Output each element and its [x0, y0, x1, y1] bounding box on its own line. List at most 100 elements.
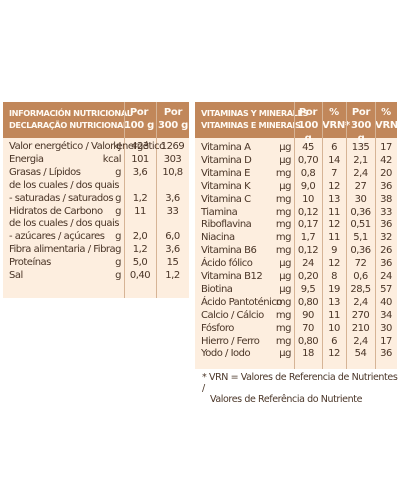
vrn-percent-100g: 11: [328, 232, 340, 244]
vrn-percent-100g: 10: [328, 322, 340, 334]
nutrition-table: INFORMACIÓN NUTRICIONAL DECLARAÇÃO NUTRI…: [3, 102, 189, 298]
nutrient-unit: mg: [275, 322, 292, 334]
nutrient-label: Vitamina C: [201, 193, 251, 205]
nutrient-unit: g: [115, 166, 121, 178]
vrn-percent-100g: 12: [328, 180, 340, 192]
header-per-300g: Por 300 g: [157, 107, 188, 131]
nutrient-label: Yodo / Iodo: [201, 348, 251, 360]
vrn-percent-300g: 34: [380, 309, 392, 321]
nutrient-unit: µg: [279, 154, 291, 166]
value-per-100g: 3,6: [132, 166, 148, 178]
table-row: Ácido Pantoténico mg 0,80 13 2,4 40: [195, 297, 397, 309]
value-per-300g: 0,51: [350, 219, 371, 231]
vrn-percent-100g: 12: [328, 258, 340, 270]
nutrient-label: - saturadas / saturados: [9, 192, 114, 204]
header-vrn-100g: % VRN*: [322, 107, 350, 131]
nutrient-label: Sal: [9, 270, 23, 281]
table-row: Riboflavina mg 0,17 12 0,51 36: [195, 219, 397, 231]
vrn-percent-300g: 36: [380, 219, 392, 231]
value-per-300g: 33: [166, 205, 179, 217]
vrn-percent-100g: 11: [328, 206, 340, 218]
nutrient-unit: mg: [275, 206, 292, 218]
value-per-100g: 18: [302, 348, 314, 360]
nutrient-unit: kcal: [102, 153, 122, 165]
value-per-100g: 9,0: [300, 180, 316, 192]
value-per-100g: 1,2: [132, 244, 148, 256]
vrn-percent-300g: 24: [380, 271, 392, 282]
nutrient-unit: g: [115, 192, 121, 204]
nutrient-label: Vitamina D: [201, 154, 252, 166]
value-per-100g: 70: [302, 322, 314, 334]
table-row: de los cuales / dos quais: [3, 180, 189, 192]
table-row: Vitamina C mg 10 13 30 38: [195, 194, 397, 206]
table-row: Vitamina A µg 45 6 135 17: [195, 142, 397, 154]
nutrient-label: Energia: [9, 153, 44, 165]
table-row: de los cuales / dos quais: [3, 218, 189, 230]
value-per-100g: 101: [131, 153, 149, 165]
nutrient-unit: g: [115, 257, 121, 269]
table-row: Valor energético / Valor energético kJ 423…: [3, 141, 189, 153]
vrn-percent-100g: 12: [328, 219, 340, 231]
value-per-100g: 9,5: [300, 283, 316, 295]
value-per-100g: 2,0: [132, 231, 148, 243]
nutrient-unit: mg: [275, 232, 292, 244]
nutrient-unit: mg: [275, 167, 292, 179]
nutrient-label: Niacina: [201, 232, 235, 244]
nutrient-unit: µg: [279, 142, 291, 153]
nutrient-label: Vitamina K: [201, 180, 251, 192]
value-per-100g: 24: [302, 258, 314, 270]
nutrient-unit: µg: [279, 283, 291, 295]
nutrient-label: Biotina: [201, 283, 233, 295]
nutrient-unit: mg: [275, 219, 292, 231]
vitamins-header-title: VITAMINAS Y MINERALES VITAMINAS E MINERA…: [201, 108, 309, 130]
value-per-100g: 0,40: [129, 270, 151, 281]
nutrient-unit: µg: [279, 258, 291, 270]
vrn-percent-100g: 9: [331, 245, 337, 257]
value-per-300g: 27: [354, 180, 367, 192]
nutrient-unit: g: [115, 244, 121, 256]
value-per-300g: 72: [354, 258, 367, 270]
nutrient-label: Riboflavina: [201, 219, 252, 231]
value-per-100g: 423: [131, 141, 149, 152]
vrn-percent-100g: 11: [328, 309, 340, 321]
value-per-300g: 15: [166, 257, 179, 269]
table-row: Tiamina mg 0,12 11 0,36 33: [195, 207, 397, 219]
nutrient-label: Ácido Pantoténico: [201, 296, 282, 308]
value-per-300g: 303: [163, 153, 182, 165]
table-row: Biotina µg 9,5 19 28,5 57: [195, 284, 397, 296]
value-per-300g: 2,4: [353, 296, 368, 308]
value-per-300g: 54: [354, 348, 367, 360]
nutrient-label: Tiamina: [201, 206, 238, 218]
nutrient-label: Valor energético / Valor energético: [9, 141, 165, 152]
table-row: Vitamina E mg 0,8 7 2,4 20: [195, 168, 397, 180]
nutrient-unit: g: [115, 270, 121, 281]
table-row: Fósforo mg 70 10 210 30: [195, 323, 397, 335]
nutrient-label: Vitamina B6: [201, 245, 257, 257]
nutrient-label: de los cuales / dos quais: [9, 179, 119, 191]
value-per-100g: 45: [302, 142, 314, 153]
nutrient-unit: mg: [275, 245, 292, 257]
table-row: Energia kcal 101 303: [3, 154, 189, 166]
value-per-300g: 2,4: [353, 335, 368, 347]
column-divider: [346, 102, 347, 369]
vrn-percent-300g: 30: [380, 322, 392, 334]
value-per-100g: 11: [134, 205, 146, 217]
table-row: - saturadas / saturados g 1,2 3,6: [3, 193, 189, 205]
table-row: Vitamina K µg 9,0 12 27 36: [195, 181, 397, 193]
table-row: Sal g 0,40 1,2: [3, 270, 189, 282]
vrn-percent-300g: 36: [380, 180, 392, 192]
nutrient-label: Fibra alimentaria / Fibra: [9, 244, 116, 256]
header-per-100g: Por 100 g: [123, 107, 154, 131]
nutrient-label: Vitamina B12: [201, 271, 263, 282]
value-per-100g: 1,2: [132, 192, 148, 204]
nutrient-unit: kJ: [113, 141, 121, 152]
value-per-300g: 1269: [160, 141, 185, 152]
value-per-300g: 0,36: [350, 206, 371, 218]
nutrient-unit: mg: [275, 309, 292, 321]
vrn-percent-300g: 20: [380, 167, 392, 179]
vrn-percent-100g: 13: [328, 193, 340, 205]
value-per-300g: 270: [351, 309, 370, 321]
table-row: Niacina mg 1,7 11 5,1 32: [195, 232, 397, 244]
value-per-300g: 210: [351, 322, 370, 334]
nutrient-unit: mg: [275, 296, 292, 308]
